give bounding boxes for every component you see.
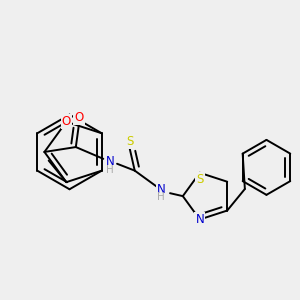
Text: H: H [106, 165, 114, 175]
Text: O: O [62, 115, 71, 128]
Text: N: N [195, 213, 204, 226]
Text: S: S [196, 173, 203, 186]
Text: H: H [157, 192, 165, 202]
Text: N: N [157, 183, 166, 196]
Text: S: S [126, 135, 134, 148]
Text: N: N [106, 155, 115, 168]
Text: O: O [74, 111, 83, 124]
